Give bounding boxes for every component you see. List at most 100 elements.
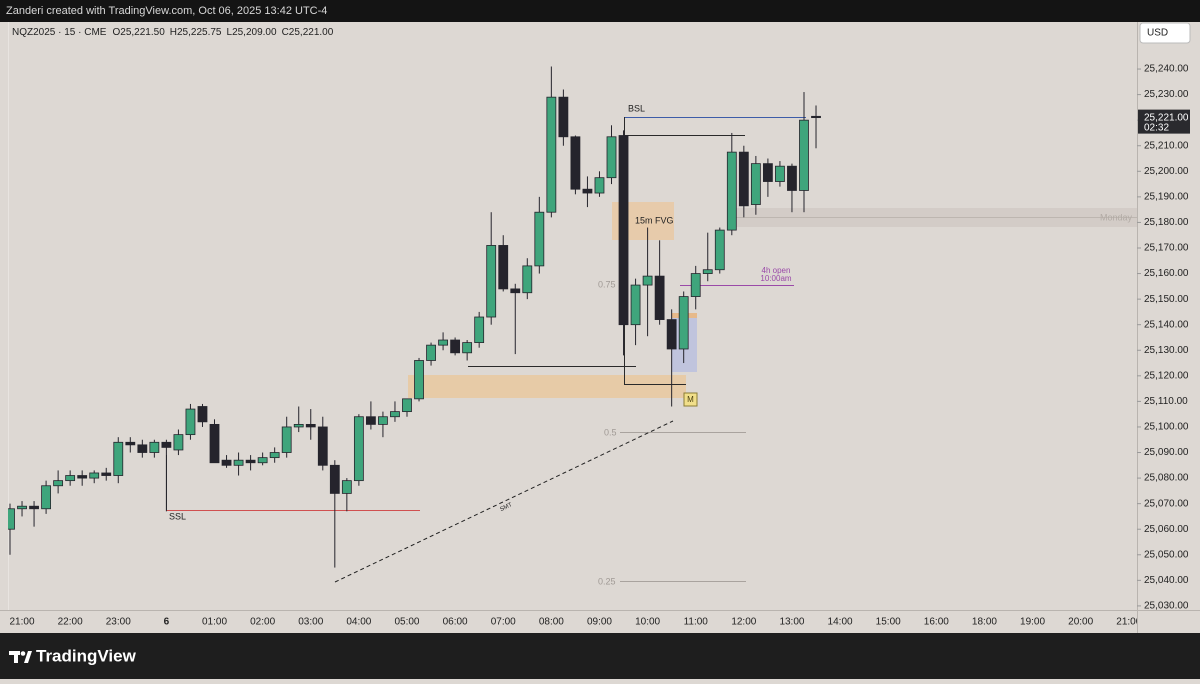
currency-label[interactable]: USD bbox=[1147, 28, 1168, 39]
y-tick-label: 25,160.00 bbox=[1144, 268, 1189, 279]
candle-body bbox=[305, 423, 316, 428]
x-tick-label: 21:00 bbox=[10, 617, 35, 628]
candle-body bbox=[293, 423, 304, 428]
candle-body bbox=[666, 319, 677, 350]
x-tick-label: 21:00 bbox=[1116, 617, 1141, 628]
tv-logo bbox=[9, 651, 32, 663]
candle-body bbox=[245, 459, 256, 464]
candle-body bbox=[317, 426, 328, 466]
legend-key: H bbox=[170, 27, 177, 38]
candle-body bbox=[546, 96, 557, 213]
legend-value: 25,221.50 bbox=[120, 27, 165, 38]
candle-body bbox=[257, 457, 268, 464]
x-tick-label: 16:00 bbox=[924, 617, 949, 628]
y-tick-label: 25,200.00 bbox=[1144, 166, 1189, 177]
candle-body bbox=[678, 296, 689, 350]
candle-body bbox=[378, 416, 388, 425]
x-tick-label: 02:00 bbox=[250, 617, 275, 628]
candle-body bbox=[366, 416, 376, 425]
candle-body bbox=[438, 339, 448, 346]
candle-body bbox=[269, 452, 280, 459]
x-axis: 21:00 22:00 23:00 6 01:00 02:00 03:00 04:00 05:0… bbox=[10, 617, 1141, 628]
fib-label: 0.25 bbox=[598, 576, 616, 586]
candle-body bbox=[197, 406, 208, 423]
candle-body bbox=[233, 459, 244, 466]
candle-body bbox=[53, 480, 64, 487]
candle-body bbox=[534, 211, 545, 267]
y-tick-label: 25,150.00 bbox=[1144, 294, 1189, 305]
candle-body bbox=[426, 344, 436, 361]
y-tick-label: 25,090.00 bbox=[1144, 447, 1189, 458]
y-tick-label: 25,230.00 bbox=[1144, 89, 1189, 100]
candle-body bbox=[787, 165, 797, 191]
x-tick-label: 09:00 bbox=[587, 617, 612, 628]
candle-body bbox=[654, 275, 665, 320]
currency-button[interactable] bbox=[1139, 22, 1191, 44]
x-tick-label: 03:00 bbox=[298, 617, 323, 628]
candle-body bbox=[474, 316, 485, 343]
bsl-label: BSL bbox=[628, 103, 645, 113]
y-axis: 25,030.00 25,040.00 25,050.00 25,060.00 25,0… bbox=[1137, 64, 1190, 612]
candle-body bbox=[510, 288, 521, 294]
candle-body bbox=[570, 136, 581, 190]
candle-body bbox=[799, 119, 809, 191]
candles bbox=[8, 66, 821, 568]
candle-body bbox=[726, 151, 737, 231]
smt-line bbox=[334, 420, 674, 583]
candle-body bbox=[137, 444, 148, 453]
y-tick-label: 25,140.00 bbox=[1144, 319, 1189, 330]
candle-body bbox=[402, 398, 412, 413]
last-price-box bbox=[1138, 109, 1190, 134]
x-tick-label: 13:00 bbox=[779, 617, 804, 628]
candle-body bbox=[738, 151, 749, 207]
candle-body bbox=[209, 423, 220, 464]
candle-body bbox=[101, 472, 112, 476]
candle-body bbox=[353, 416, 364, 482]
candle-body bbox=[125, 441, 136, 446]
smt-label: SMT bbox=[499, 502, 513, 513]
candle-body bbox=[750, 163, 761, 205]
candle-body bbox=[221, 459, 232, 466]
candle-body bbox=[775, 165, 785, 182]
candle-body bbox=[594, 177, 605, 194]
x-tick-label: 14:00 bbox=[828, 617, 853, 628]
candle-body bbox=[642, 275, 653, 286]
candle-body bbox=[714, 229, 725, 271]
candle-body bbox=[762, 163, 773, 182]
legend-key: L bbox=[227, 27, 233, 38]
legend-value: 25,225.75 bbox=[177, 27, 222, 38]
legend-value: 25,209.00 bbox=[232, 27, 277, 38]
x-tick-label: 05:00 bbox=[394, 617, 419, 628]
y-tick-label: 25,060.00 bbox=[1144, 524, 1189, 535]
fib-label: 0.5 bbox=[604, 427, 617, 437]
y-tick-label: 25,110.00 bbox=[1144, 396, 1188, 407]
candle-body bbox=[582, 188, 593, 194]
x-tick-label: 11:00 bbox=[684, 617, 709, 628]
candle-body bbox=[462, 342, 473, 354]
y-tick-label: 25,040.00 bbox=[1144, 575, 1189, 586]
marker-box bbox=[683, 392, 698, 407]
candle-body bbox=[149, 441, 160, 453]
y-tick-label: 25,180.00 bbox=[1144, 217, 1189, 228]
x-tick-label: 20:00 bbox=[1068, 617, 1093, 628]
legend-value: 25,221.00 bbox=[289, 27, 334, 38]
candle-body bbox=[161, 441, 172, 448]
fib-label: 0.75 bbox=[598, 279, 616, 289]
x-tick-label: 12:00 bbox=[731, 617, 756, 628]
y-tick-label: 25,120.00 bbox=[1144, 370, 1189, 381]
annotation-labels: BSL SSL 15m FVG Monday 4h open 10:00am 0… bbox=[169, 103, 1133, 586]
symbol: NQZ2025 · 15 · CME bbox=[12, 27, 107, 38]
y-tick-label: 25,030.00 bbox=[1144, 601, 1189, 612]
x-tick-label: 15:00 bbox=[876, 617, 901, 628]
legend-key: O bbox=[112, 27, 120, 38]
candle-body bbox=[41, 485, 51, 510]
footer-brand: TradingView bbox=[36, 646, 137, 665]
y-tick-label: 25,050.00 bbox=[1144, 549, 1189, 560]
x-tick-label: 18:00 bbox=[972, 617, 997, 628]
candle-body bbox=[113, 441, 124, 476]
candle-body bbox=[606, 136, 617, 179]
candle-body bbox=[630, 284, 641, 326]
candle-body bbox=[486, 245, 497, 318]
candle-body bbox=[329, 464, 340, 494]
